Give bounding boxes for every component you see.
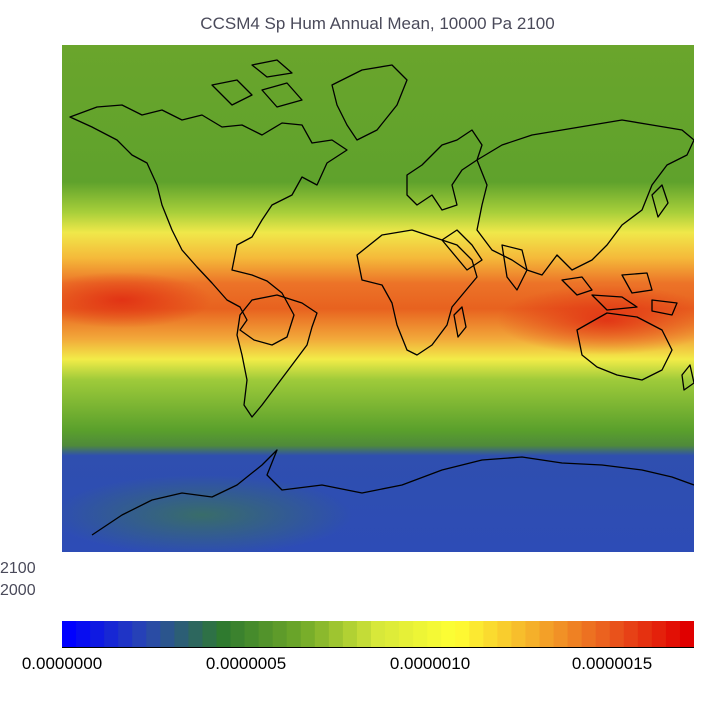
south-america-coast [236, 294, 318, 418]
colorbar-swatch [188, 621, 204, 647]
colorbar-swatch [469, 621, 484, 647]
warm-region-east-pacific [62, 272, 212, 328]
colorbar-swatch [300, 621, 316, 647]
colorbar-swatch [174, 621, 189, 647]
colorbar-swatch [665, 621, 681, 647]
colorbar-swatch [202, 621, 218, 647]
colorbar-swatch [286, 621, 302, 647]
europe-coast [406, 129, 483, 211]
colorbar-swatch [413, 621, 428, 647]
colorbar-tick-label: 0.0000015 [571, 654, 653, 673]
colorbar-swatch [62, 621, 77, 647]
africa-coast [356, 229, 478, 356]
colorbar-swatch [370, 621, 386, 647]
year-label-2100: 2100 [0, 560, 36, 577]
colorbar-swatch [539, 621, 555, 647]
colorbar-swatch [216, 621, 232, 647]
australia-coast [576, 312, 673, 381]
colorbar-tick-label: 0.0000010 [389, 654, 471, 673]
colorbar-swatch [483, 621, 498, 647]
colorbar-tick-label: 0.0000005 [205, 654, 287, 673]
colorbar-swatch [230, 621, 246, 647]
colorbar-swatch [581, 621, 597, 647]
colorbar-swatch [609, 621, 625, 647]
colorbar-swatch [272, 621, 288, 647]
colorbar-tick-label: 0.0000000 [21, 654, 103, 673]
colorbar-swatch [90, 621, 105, 647]
colorbar-swatch [679, 621, 694, 647]
asia-coast [476, 119, 694, 276]
north-america-coast [69, 104, 348, 346]
colorbar-swatch [314, 621, 330, 647]
greenland-coast [331, 64, 408, 141]
antarctica-coast [91, 449, 694, 536]
colorbar-swatch [497, 621, 513, 647]
humidity-field [62, 45, 694, 552]
colorbar-swatch [160, 621, 175, 647]
colorbar-swatch [511, 621, 527, 647]
colorbar-swatch [244, 621, 260, 647]
colorbar-swatch [104, 621, 119, 647]
japan-coast [651, 184, 669, 218]
humidity-map [62, 45, 694, 552]
map-title: CCSM4 Sp Hum Annual Mean, 10000 Pa 2100 [200, 14, 555, 33]
colorbar-swatch [342, 621, 358, 647]
colorbar-swatches [62, 621, 694, 647]
colorbar-swatch [258, 621, 274, 647]
coastlines [69, 59, 694, 536]
colorbar-swatch [525, 621, 541, 647]
arctic-islands-coast [211, 59, 303, 108]
colorbar-swatch [427, 621, 442, 647]
colorbar-swatch [637, 621, 653, 647]
new-zealand-coast [681, 364, 694, 391]
colorbar-swatch [595, 621, 611, 647]
colorbar-swatch [118, 621, 133, 647]
colorbar-swatch [623, 621, 639, 647]
arabia-india-coast [441, 229, 528, 291]
colorbar-swatch [399, 621, 414, 647]
colorbar-swatch [455, 621, 470, 647]
indonesia-coast [561, 272, 678, 316]
colorbar-swatch [146, 621, 161, 647]
colorbar-swatch [651, 621, 667, 647]
colorbar-swatch [76, 621, 91, 647]
year-label-2000: 2000 [0, 582, 36, 599]
colorbar-swatch [385, 621, 400, 647]
colorbar-swatch [553, 621, 569, 647]
colorbar [62, 621, 694, 648]
southern-transition-region [62, 475, 352, 552]
madagascar-coast [453, 306, 467, 338]
colorbar-swatch [567, 621, 583, 647]
colorbar-swatch [132, 621, 147, 647]
colorbar-swatch [328, 621, 344, 647]
colorbar-swatch [356, 621, 372, 647]
colorbar-swatch [441, 621, 456, 647]
